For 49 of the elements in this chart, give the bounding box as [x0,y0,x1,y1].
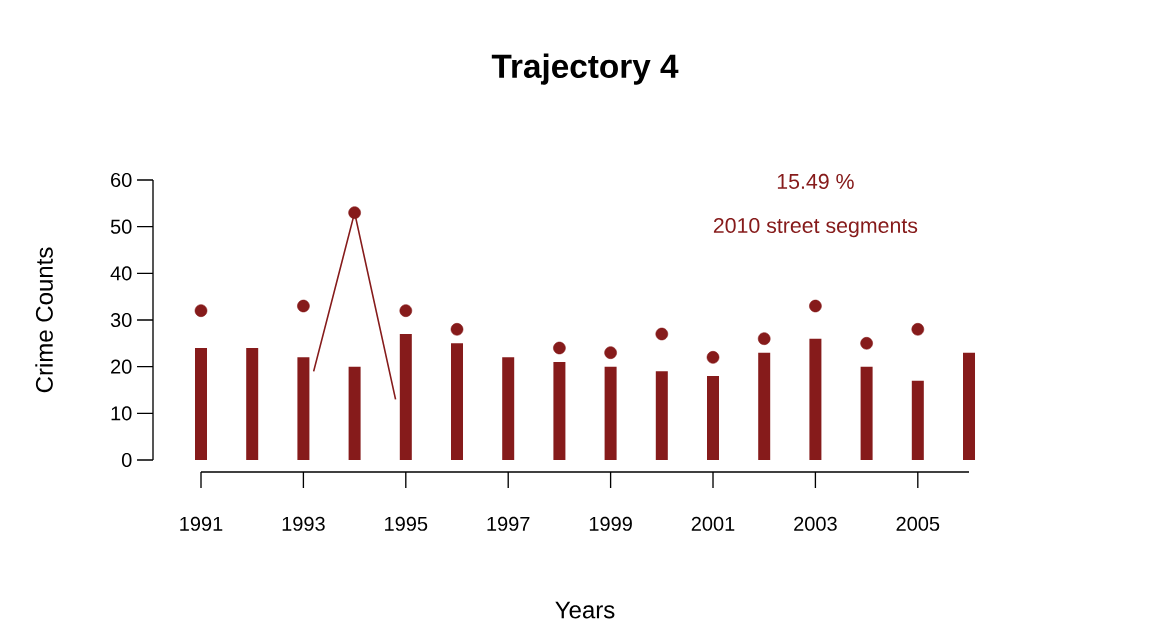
y-tick-label: 40 [110,266,132,281]
y-tick-label: 60 [111,172,132,188]
point [655,327,669,341]
point [604,346,617,359]
point [553,341,566,355]
y-tick-label: 0 [121,452,132,468]
bar [451,343,464,460]
bar [758,352,771,460]
bar [399,334,412,460]
bar [348,366,361,460]
bar [502,357,515,460]
point [706,351,720,364]
bar [860,366,873,460]
x-tick-label: 2003 [794,516,837,531]
y-tick-label: 20 [111,359,132,374]
bar [707,376,720,460]
y-tick-label: 10 [111,406,132,421]
bar [246,348,259,460]
point [911,323,925,336]
point [450,323,464,336]
x-tick-label: 1991 [180,516,223,531]
y-tick-label: 30 [110,312,132,328]
chart-title: Trajectory 4 [491,53,679,85]
y-axis-title: Crime Counts [35,247,53,393]
point [809,299,822,313]
annotation: 2010 street segments [713,217,918,238]
point [399,304,413,317]
bar [604,366,617,460]
bar [553,362,566,460]
x-tick-label: 1993 [282,516,325,531]
bar [655,371,668,460]
x-tick-label: 2005 [896,516,940,531]
annotation: 15.49 % [777,173,854,189]
point [194,304,208,317]
bar [911,380,924,460]
point [297,299,310,313]
bar [809,338,822,460]
x-tick-label: 1997 [487,516,530,531]
x-axis-title: Years [555,601,615,619]
bar [963,352,976,460]
point [348,206,361,219]
bar [195,348,208,460]
y-tick-label: 50 [110,219,132,234]
point [757,332,771,345]
point [860,337,873,350]
x-tick-label: 1995 [385,516,428,531]
x-tick-label: 2001 [691,516,735,531]
bar [297,357,310,460]
x-tick-label: 1999 [589,516,632,531]
